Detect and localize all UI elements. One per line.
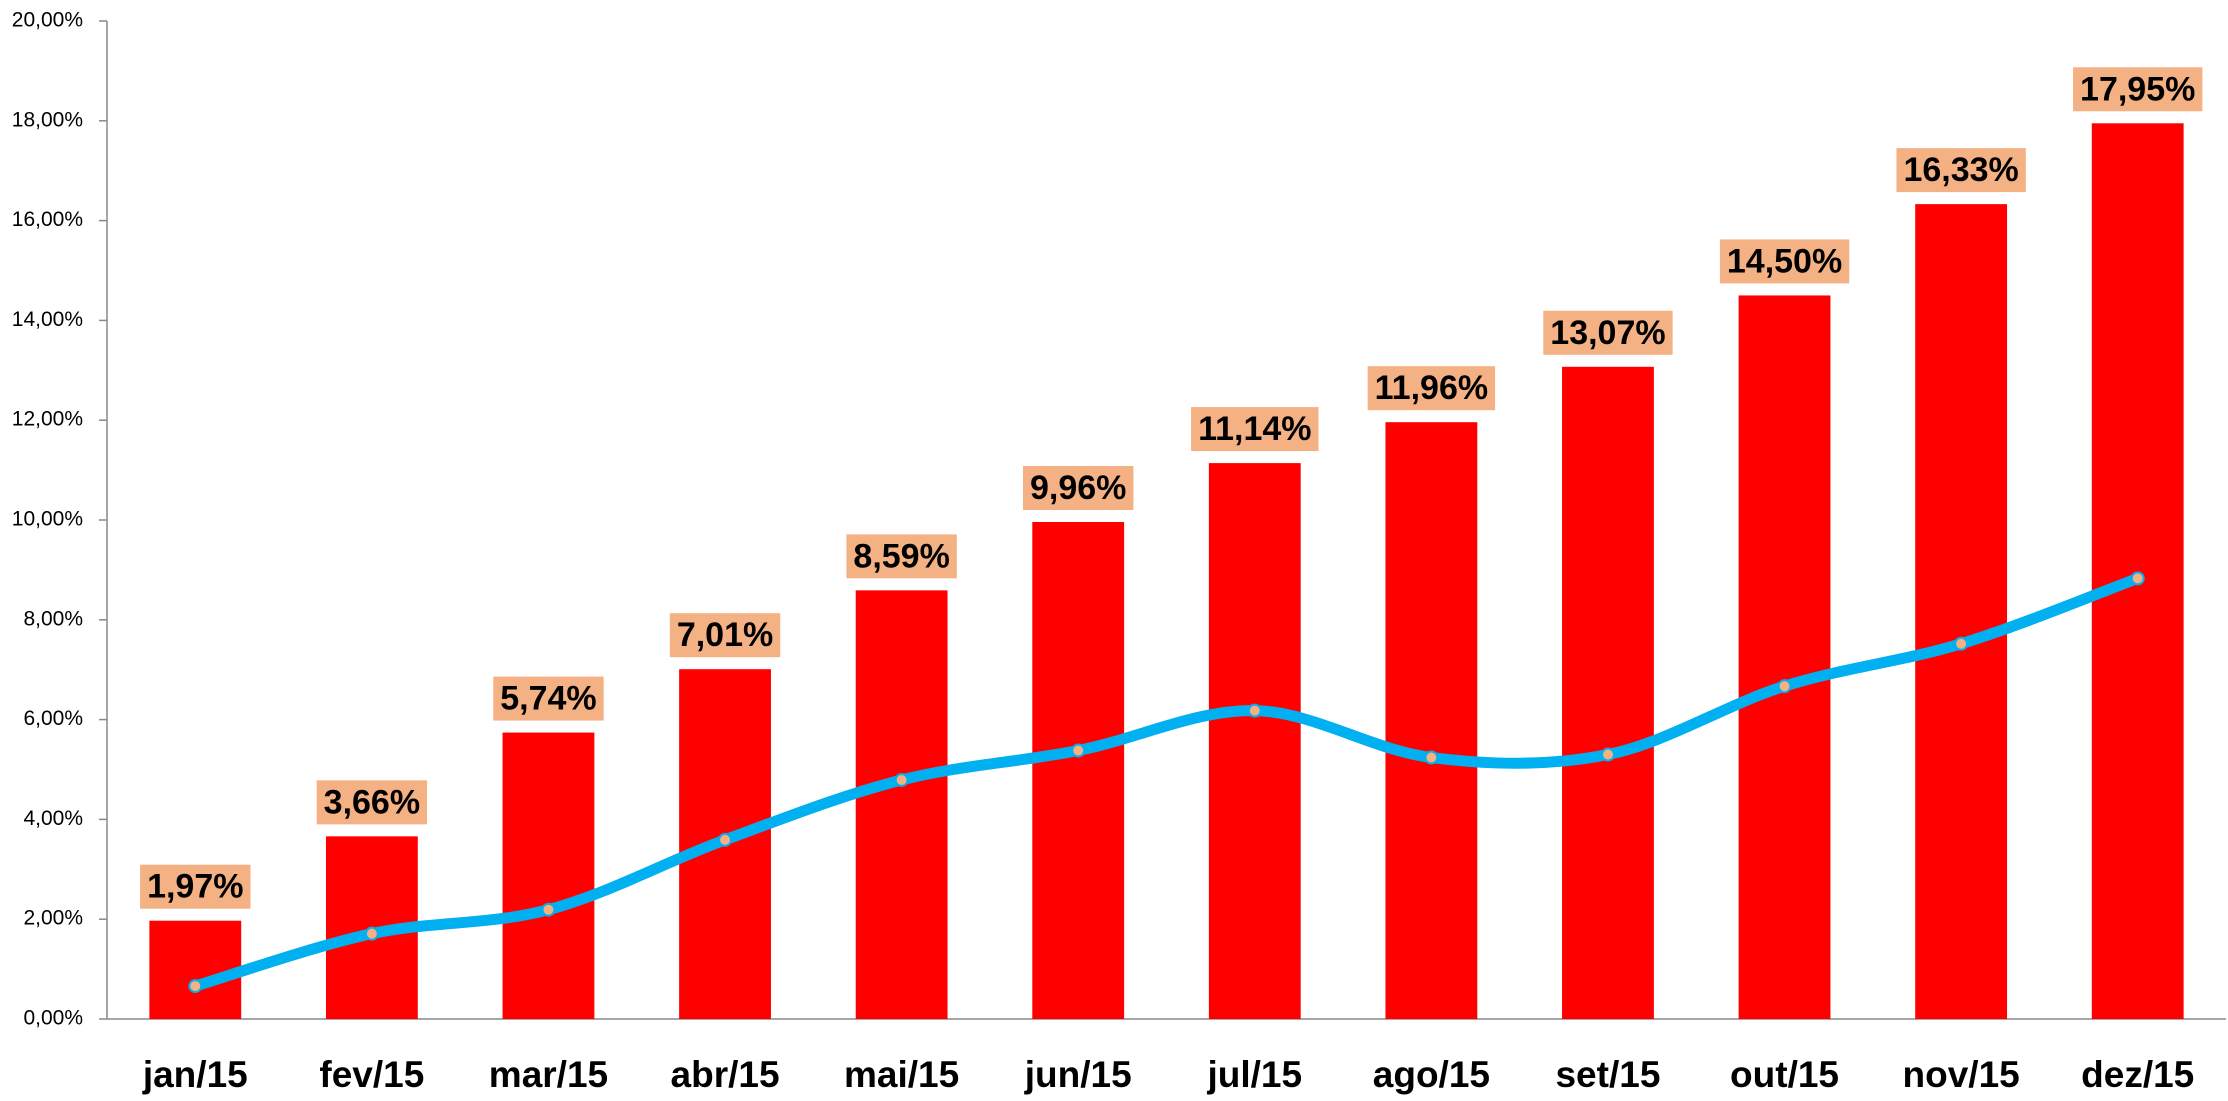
x-tick-label: nov/15 xyxy=(1903,1054,2020,1095)
line-marker xyxy=(1777,679,1792,694)
bar xyxy=(1915,204,2008,1019)
y-tick-label: 0,00% xyxy=(23,1007,83,1030)
value-label-box xyxy=(2073,67,2203,112)
line-marker xyxy=(1071,743,1086,758)
line-marker xyxy=(1600,747,1615,762)
value-label-box xyxy=(1896,148,2026,193)
x-tick-label: jun/15 xyxy=(1024,1054,1132,1095)
value-label: 3,66% xyxy=(324,783,420,821)
x-tick-label: out/15 xyxy=(1730,1054,1839,1095)
x-tick-label: mar/15 xyxy=(489,1054,608,1095)
y-tick-label: 10,00% xyxy=(12,508,83,531)
y-tick-label: 14,00% xyxy=(12,308,83,331)
line-marker xyxy=(1954,636,1969,651)
bar xyxy=(502,732,595,1019)
bar xyxy=(1738,295,1831,1019)
bar xyxy=(149,920,242,1019)
y-tick-label: 2,00% xyxy=(23,907,83,930)
line-marker xyxy=(1424,750,1439,765)
line-marker xyxy=(718,832,733,847)
x-tick-label: mai/15 xyxy=(844,1054,959,1095)
value-label-box xyxy=(846,534,957,579)
value-label-box xyxy=(669,613,781,658)
value-label: 11,14% xyxy=(1198,410,1311,448)
value-label: 13,07% xyxy=(1550,314,1665,352)
value-label-box xyxy=(316,780,428,825)
bar xyxy=(2091,123,2184,1020)
bar xyxy=(1032,521,1125,1019)
x-tick-label: jul/15 xyxy=(1206,1054,1302,1095)
value-label-box xyxy=(1191,407,1319,452)
value-label: 8,59% xyxy=(853,537,949,575)
y-tick-label: 18,00% xyxy=(12,108,83,131)
y-tick-label: 12,00% xyxy=(12,408,83,431)
line-marker xyxy=(894,772,909,787)
x-tick-label: ago/15 xyxy=(1373,1054,1490,1095)
value-label: 5,74% xyxy=(500,680,596,718)
x-tick-label: set/15 xyxy=(1555,1054,1660,1095)
bar xyxy=(1385,422,1478,1019)
line-marker xyxy=(1247,703,1262,718)
value-label: 14,50% xyxy=(1727,242,1842,280)
value-label-box xyxy=(1367,366,1496,411)
line-marker xyxy=(2130,571,2145,586)
bar xyxy=(1562,366,1654,1019)
value-label: 1,97% xyxy=(147,868,243,906)
y-tick-label: 20,00% xyxy=(12,9,83,32)
line xyxy=(189,572,2144,992)
value-label-box xyxy=(1719,239,1850,284)
line-marker xyxy=(188,979,203,994)
y-tick-label: 4,00% xyxy=(23,807,83,830)
value-label: 9,96% xyxy=(1030,469,1126,507)
y-tick-label: 6,00% xyxy=(23,707,83,730)
value-label: 17,95% xyxy=(2080,70,2195,108)
value-label-box xyxy=(493,676,604,721)
value-label-box xyxy=(1023,465,1134,510)
line-marker xyxy=(364,926,379,941)
value-label: 7,01% xyxy=(677,616,773,654)
x-tick-label: fev/15 xyxy=(319,1054,424,1095)
y-tick-label: 8,00% xyxy=(23,607,83,630)
x-tick-label: jan/15 xyxy=(142,1054,248,1095)
line-marker xyxy=(541,902,556,917)
x-tick-label: abr/15 xyxy=(671,1054,780,1095)
bar xyxy=(855,590,948,1019)
value-label-box xyxy=(140,864,251,909)
value-label: 11,96% xyxy=(1375,369,1488,407)
value-label: 16,33% xyxy=(1903,151,2018,189)
value-label-box xyxy=(1543,310,1673,355)
bar xyxy=(1208,463,1301,1019)
x-tick-label: dez/15 xyxy=(2081,1054,2194,1095)
y-tick-label: 16,00% xyxy=(12,208,83,231)
